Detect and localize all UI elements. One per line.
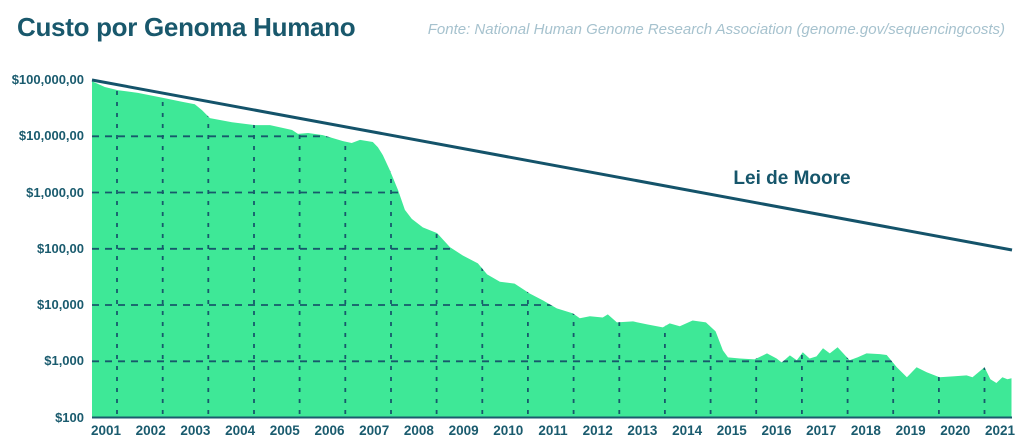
moore-law-line (91, 78, 1013, 252)
chart-source-note: Fonte: National Human Genome Research As… (427, 21, 1005, 38)
chart-title: Custo por Genoma Humano (17, 12, 356, 42)
moore-law-line-label: Lei de Moore (733, 168, 851, 189)
cost-area-series (92, 81, 1012, 418)
